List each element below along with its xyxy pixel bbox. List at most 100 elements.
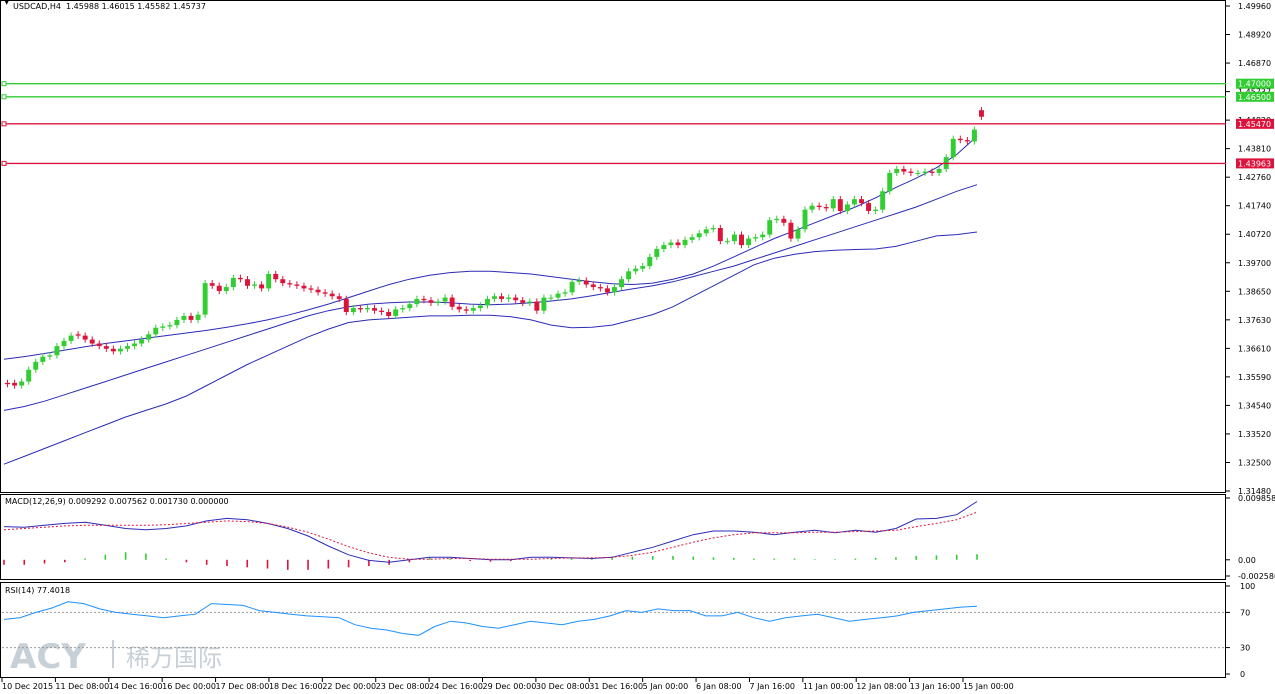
candle-body (153, 327, 159, 335)
candle-body (604, 288, 610, 293)
time-axis-label: 7 Jan 16:00 (749, 682, 795, 691)
candle-body (682, 239, 688, 246)
candle-body (470, 308, 476, 311)
time-axis-label: 31 Dec 16:00 (589, 682, 643, 691)
candlestick-series (5, 107, 984, 389)
candle-body (661, 245, 667, 250)
time-axis-label: 24 Dec 16:00 (429, 682, 483, 691)
candle-body (449, 297, 455, 307)
candle-body (280, 279, 286, 284)
candle-body (364, 308, 370, 310)
candle-body (322, 292, 328, 294)
level-price-tag-label: 1.47000 (1238, 80, 1271, 89)
candle-body (315, 289, 321, 293)
candle-body (654, 249, 660, 257)
candle-body (873, 209, 879, 211)
candle-body (96, 343, 102, 347)
level-handle (1, 160, 7, 166)
candle-body (181, 315, 187, 320)
candle-body (294, 284, 300, 286)
candle-body (513, 297, 519, 301)
candle-body (583, 280, 589, 285)
candle-body (675, 242, 681, 246)
candle-body (301, 285, 307, 289)
rsi-header: RSI(14) 77.4018 (5, 586, 70, 595)
candle-body (435, 301, 441, 303)
chart-menu-triangle-icon[interactable]: ▼ (4, 0, 10, 6)
candle-body (400, 308, 406, 310)
level-price-tag-label: 1.45470 (1238, 120, 1271, 129)
time-axis-label: 16 Dec 00:00 (162, 682, 216, 691)
level-price-tag-label: 1.43963 (1238, 159, 1271, 168)
candle-body (209, 283, 215, 286)
candle-body (612, 287, 617, 293)
candle-body (823, 207, 829, 209)
candle-body (188, 315, 194, 320)
watermark-cn: 稀万国际 (126, 644, 222, 672)
watermark: ACY 稀万国际 (10, 637, 222, 677)
candle-body (273, 273, 279, 280)
candle-body (287, 283, 293, 285)
candle-body (329, 293, 335, 297)
candle-body (393, 309, 399, 316)
candle-body (809, 205, 815, 210)
candle-body (626, 271, 632, 280)
candle-body (866, 203, 872, 211)
candle-body (82, 335, 88, 340)
candle-body (957, 138, 963, 141)
candle-body (760, 234, 766, 238)
price-axis-label: 1.43810 (1238, 145, 1271, 154)
rsi-panel-frame (0, 582, 1226, 678)
candle-body (259, 284, 265, 289)
candle-body (520, 300, 526, 303)
rsi-axis-label: 30 (1240, 644, 1250, 653)
candle-body (724, 241, 730, 243)
price-axis-label: 1.41740 (1238, 202, 1271, 211)
candle-body (442, 297, 448, 302)
candle-body (717, 228, 723, 242)
time-axis-label: 13 Jan 16:00 (910, 682, 961, 691)
bollinger-bands (3, 135, 978, 465)
candle-body (851, 199, 857, 205)
macd-header: MACD(12,26,9) 0.009292 0.007562 0.001730… (5, 497, 229, 506)
macd-panel-frame (0, 494, 1226, 580)
candle-body (5, 382, 10, 385)
candle-body (647, 256, 653, 267)
candle-body (689, 237, 695, 240)
candle-body (202, 283, 208, 315)
rsi-axis-label: 70 (1240, 608, 1250, 617)
candle-body (936, 168, 942, 173)
macd-axis-label: 0.009858 (1238, 494, 1275, 503)
candle-body (336, 296, 342, 299)
watermark-brand: ACY (10, 637, 86, 677)
price-axis-label: 1.32500 (1238, 458, 1271, 467)
candle-body (971, 129, 977, 142)
candle-body (887, 172, 893, 192)
candle-body (795, 229, 801, 239)
level-lines[interactable]: 1.47000 1.46500 1.45470 1.43963 (1, 78, 1274, 169)
candle-body (619, 279, 625, 288)
candle-body (146, 334, 152, 340)
candle-body (527, 301, 533, 303)
candle-body (167, 325, 173, 327)
candle-body (576, 280, 582, 282)
candle-body (174, 319, 180, 326)
time-axis-label: 29 Dec 00:00 (483, 682, 537, 691)
candle-body (484, 298, 490, 306)
candle-body (89, 339, 95, 344)
time-axis-label: 30 Dec 08:00 (536, 682, 590, 691)
candle-body (357, 308, 363, 310)
candle-body (252, 284, 258, 286)
price-panel-frame (0, 0, 1226, 493)
macd-axis-label: -0.002586 (1238, 572, 1275, 581)
candle-body (54, 346, 60, 356)
candle-body (75, 334, 81, 336)
candle-body (372, 308, 377, 311)
candle-body (421, 298, 427, 301)
time-axis-label: 14 Dec 16:00 (109, 682, 163, 691)
candle-body (428, 300, 434, 303)
candle-body (696, 233, 702, 238)
candle-body (908, 171, 914, 173)
candle-body (929, 171, 935, 173)
